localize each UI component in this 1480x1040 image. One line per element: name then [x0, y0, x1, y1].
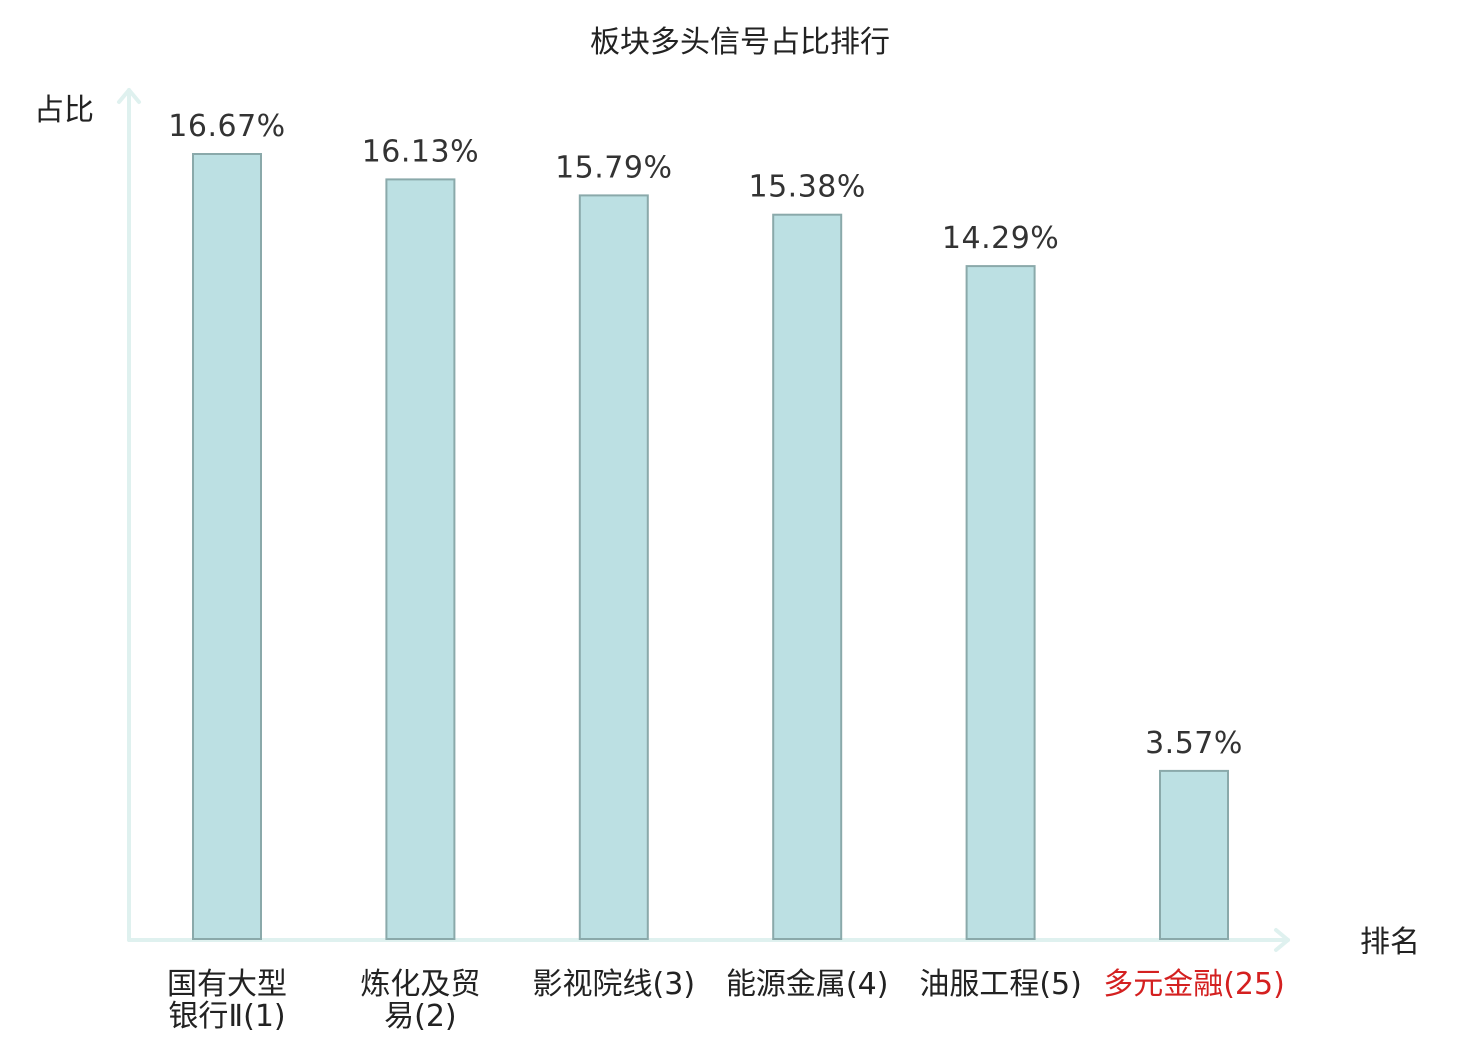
bar-5 — [965, 265, 1036, 941]
bar-4 — [772, 213, 843, 940]
bar-3 — [578, 194, 649, 940]
value-label-1: 16.67% — [168, 109, 285, 144]
value-label-6: 3.57% — [1145, 726, 1243, 761]
x-tick-label-3: 影视院线(3) — [533, 967, 696, 1002]
x-tick-label-5: 油服工程(5) — [919, 967, 1082, 1002]
x-tick-label-1-line-1: 国有大型 — [167, 967, 287, 1002]
bar-6 — [1159, 769, 1229, 941]
x-axis-label: 排名 — [1360, 925, 1420, 960]
x-axis-arrow-icon — [1274, 928, 1290, 952]
value-label-3: 15.79% — [555, 150, 672, 185]
chart-title: 板块多头信号占比排行 — [590, 25, 890, 60]
value-label-4: 15.38% — [749, 170, 866, 205]
x-tick-label-4: 能源金属(4) — [726, 967, 889, 1002]
x-tick-label-2-line-1: 炼化及贸 — [360, 967, 480, 1002]
y-axis-label: 占比 — [34, 93, 94, 128]
x-tick-label-1-line-2: 银行Ⅱ(1) — [168, 999, 285, 1034]
x-tick-label-6: 多元金融(25) — [1103, 967, 1285, 1002]
value-label-5: 14.29% — [942, 221, 1059, 256]
bar-2 — [385, 178, 456, 940]
value-label-2: 16.13% — [362, 134, 479, 169]
bar-1 — [192, 153, 262, 940]
x-tick-label-2-line-2: 易(2) — [384, 999, 457, 1034]
